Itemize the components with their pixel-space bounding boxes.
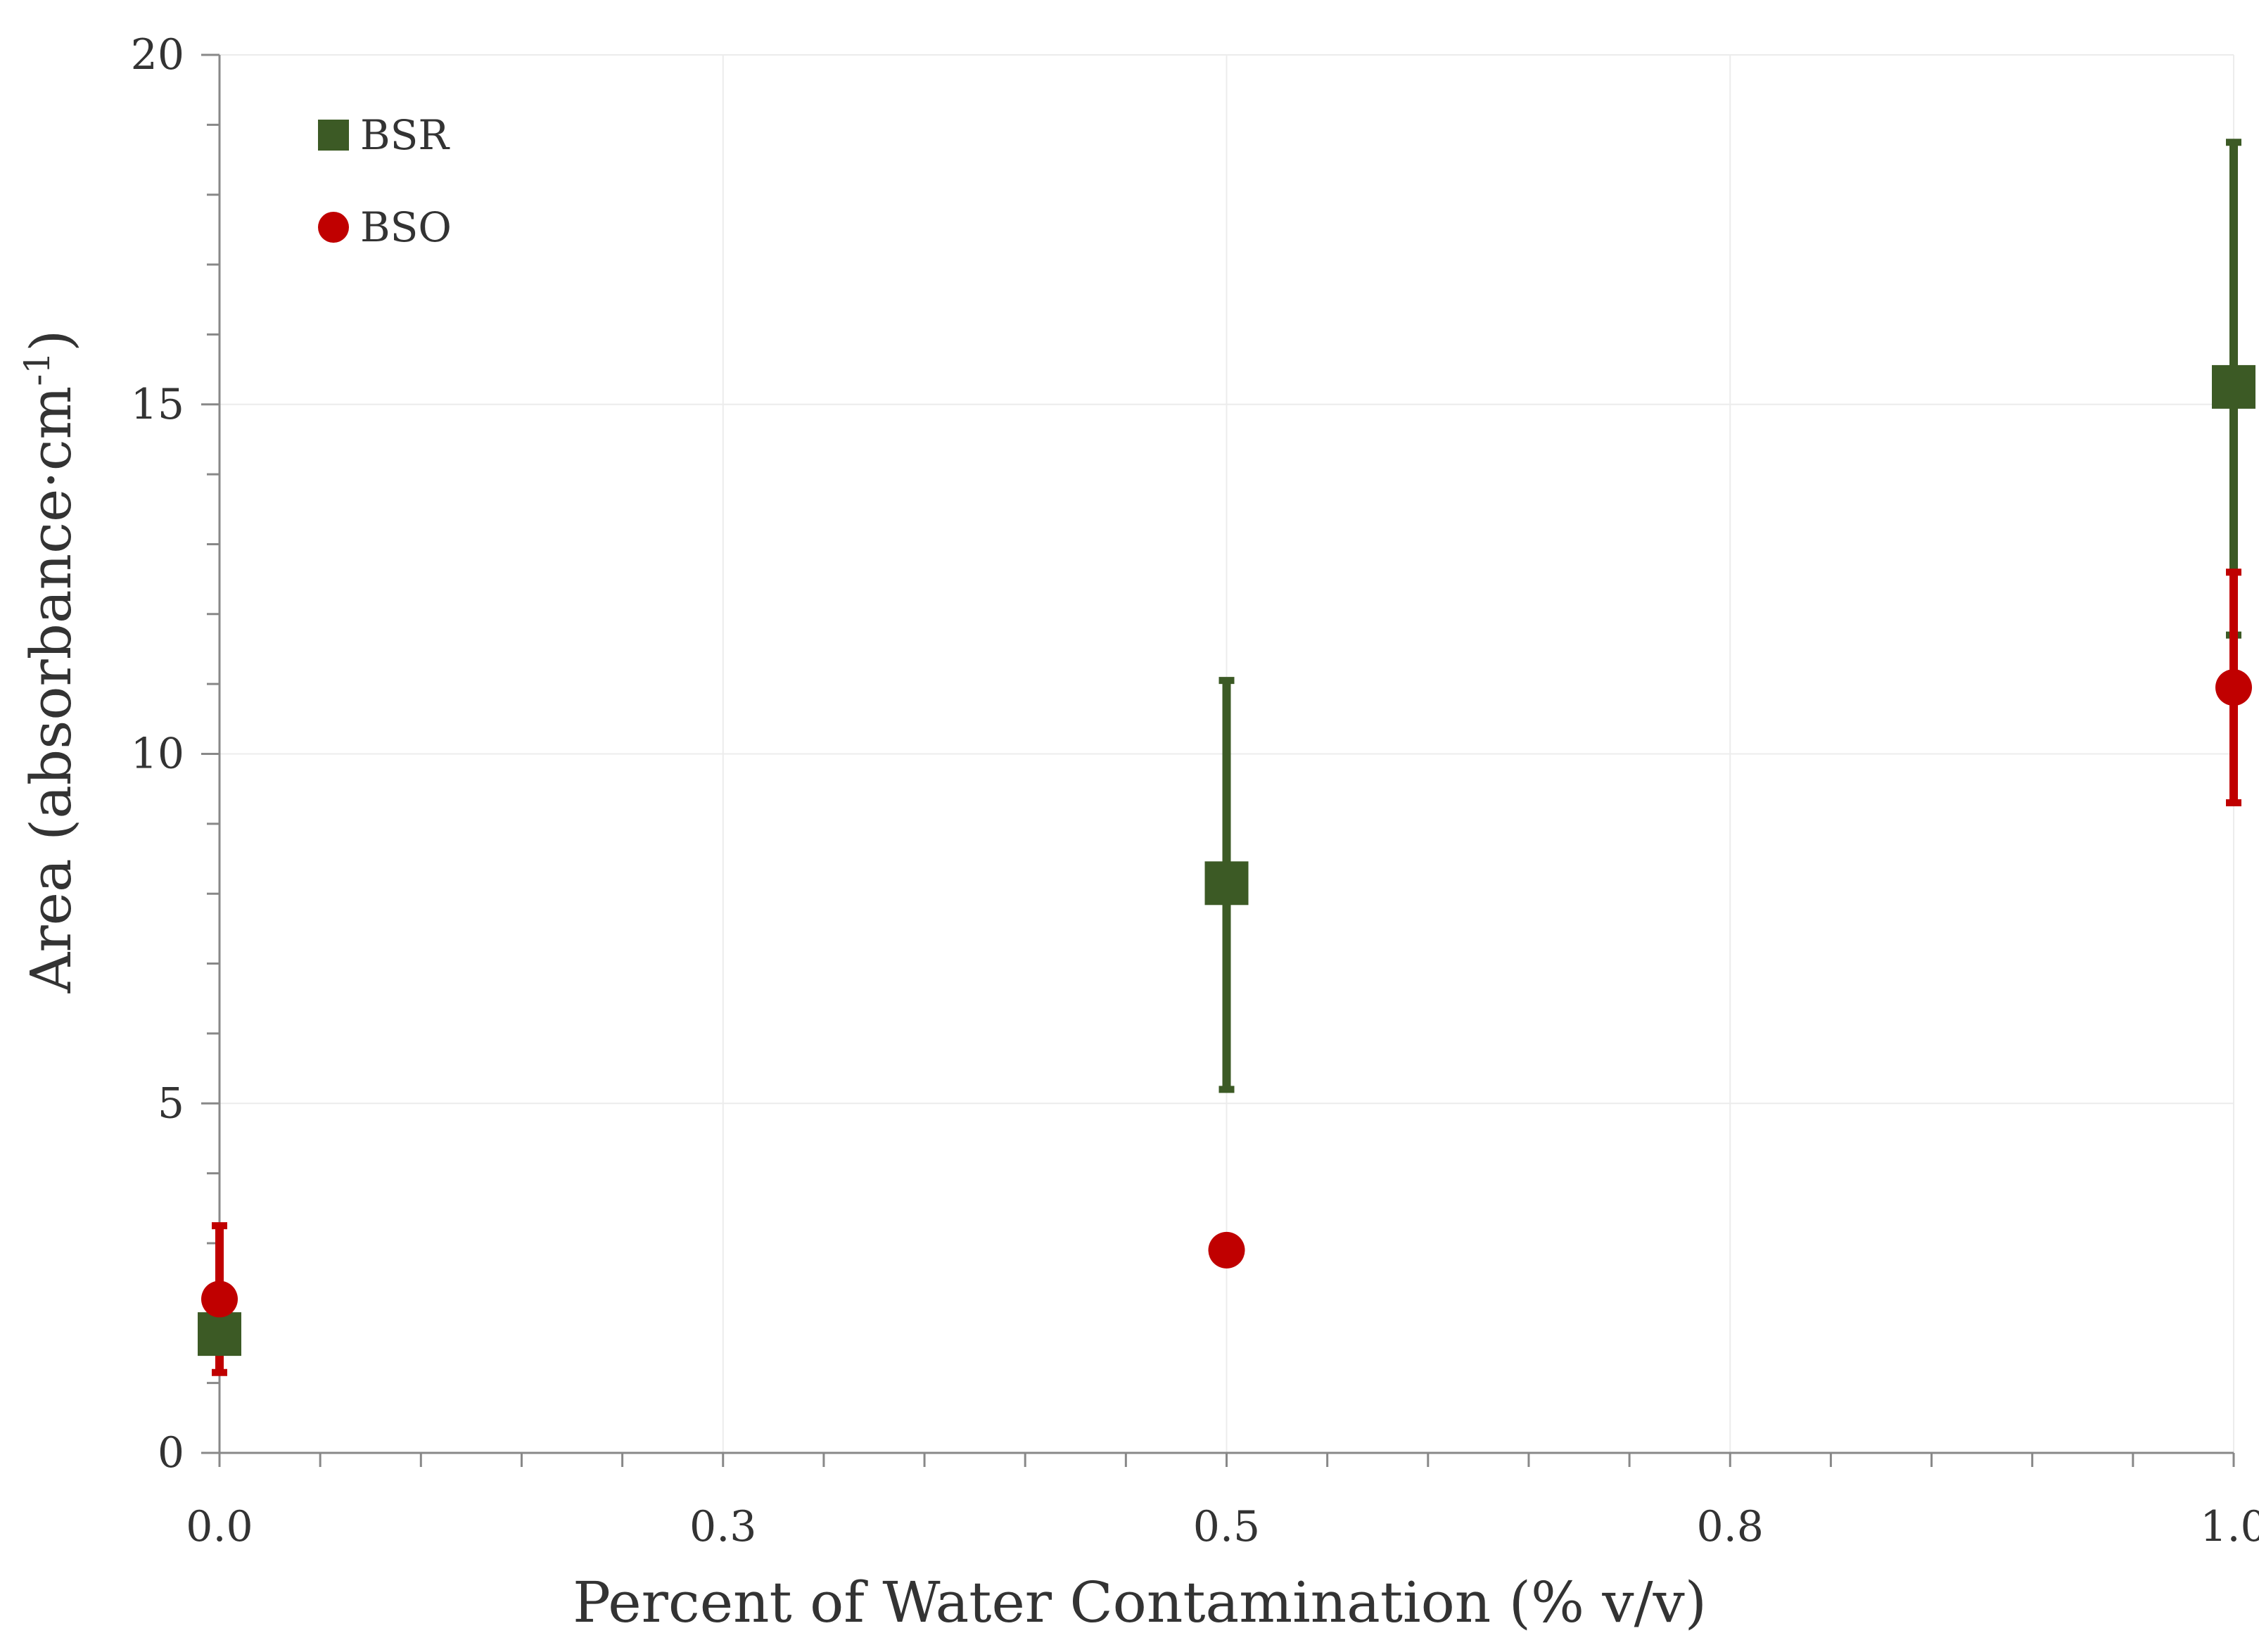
y-axis-title-superscript: -1 [17, 352, 58, 386]
legend-swatch-bso [318, 212, 349, 243]
legend: BSR BSO [318, 111, 452, 251]
y-tick-label-0: 0 [158, 1428, 184, 1478]
x-tick-label-0.5: 0.5 [1193, 1502, 1260, 1551]
y-tick-label-5: 5 [158, 1079, 184, 1128]
y-axis-title-main: Area (absorbance·cm [18, 386, 84, 994]
point-bsr-1 [1204, 861, 1249, 906]
y-axis-title-close: ) [18, 330, 84, 352]
y-tick-label-20: 20 [131, 30, 184, 80]
point-bso-2 [2215, 669, 2252, 706]
point-bso-1 [1208, 1231, 1245, 1269]
y-axis-title: Area (absorbance·cm-1) [17, 330, 84, 994]
x-tick-label-0.8: 0.8 [1697, 1502, 1764, 1551]
x-tick-label-0.0: 0.0 [186, 1502, 253, 1551]
y-tick-label-10: 10 [131, 730, 184, 779]
tick-labels: 0 5 10 15 20 0.0 0.3 0.5 0.8 1.0 [131, 30, 2259, 1551]
data-points [198, 364, 2255, 1356]
legend-label-bsr: BSR [360, 111, 450, 159]
x-tick-label-0.3: 0.3 [689, 1502, 756, 1551]
y-tick-label-15: 15 [131, 380, 184, 429]
x-tick-label-1.0: 1.0 [2200, 1502, 2259, 1551]
legend-label-bso: BSO [360, 203, 452, 251]
x-axis-title: Percent of Water Contamination (% v/v) [573, 1570, 1707, 1635]
point-bsr-0 [198, 1312, 241, 1356]
legend-swatch-bsr [318, 120, 349, 151]
point-bsr-2 [2212, 364, 2255, 409]
point-bso-0 [201, 1281, 238, 1318]
